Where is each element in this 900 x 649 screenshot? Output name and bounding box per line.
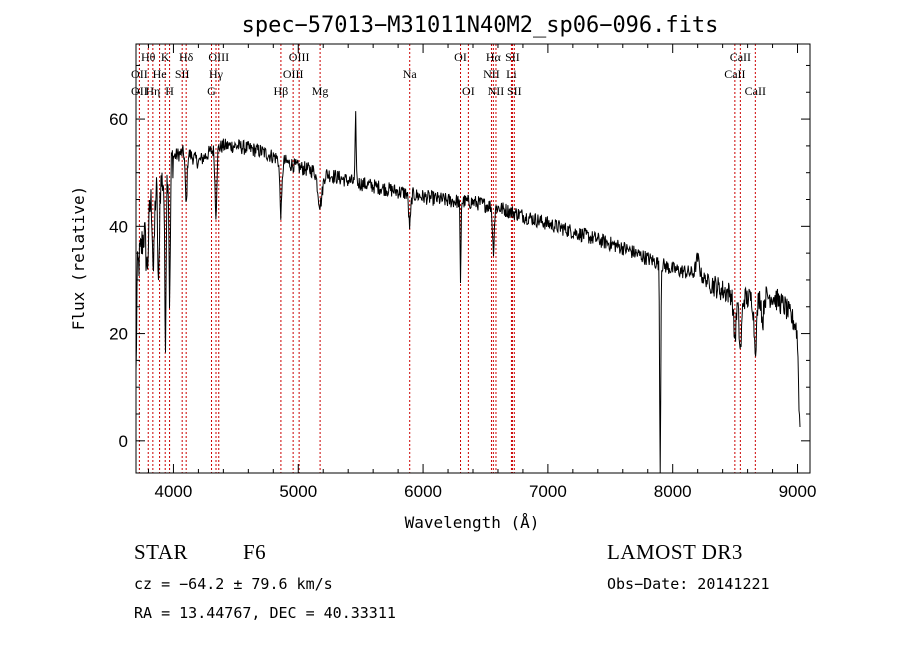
line-label: CaII: [724, 67, 745, 81]
observation-date: Obs−Date: 20141221: [607, 575, 770, 593]
y-tick-label: 20: [109, 325, 128, 344]
line-label: SII: [505, 50, 520, 64]
y-tick-label: 60: [109, 110, 128, 129]
emission-line-markers: [138, 44, 756, 473]
line-label: Li: [506, 67, 517, 81]
y-tick-label: 40: [109, 217, 128, 236]
x-tick-label: 9000: [779, 482, 817, 501]
line-label: OII: [131, 67, 148, 81]
line-label: OI: [462, 84, 475, 98]
x-tick-label: 7000: [529, 482, 567, 501]
y-tick-label: 0: [119, 432, 128, 451]
line-label: Hθ: [141, 50, 156, 64]
x-tick-label: 4000: [155, 482, 193, 501]
plot-frame: [135, 43, 811, 474]
x-axis-ticks: 4000 5000 6000 7000 8000 9000: [147, 44, 817, 501]
x-tick-label: 6000: [404, 482, 442, 501]
chart-title: spec−57013−M31011N40M2_sp06−096.fits: [242, 13, 719, 38]
object-class: STAR: [134, 540, 188, 564]
spectrum-series-line: [135, 111, 801, 474]
redshift-cz: cz = −64.2 ± 79.6 km/s: [134, 575, 333, 593]
line-label: He: [153, 67, 167, 81]
coordinates-radec: RA = 13.44767, DEC = 40.33311: [134, 604, 396, 622]
y-axis-label: Flux (relative): [69, 186, 88, 331]
line-label: OIII: [208, 50, 229, 64]
line-label: Hη: [145, 84, 160, 98]
line-label: H: [165, 84, 174, 98]
line-label: Na: [403, 67, 418, 81]
line-label: Mg: [312, 84, 329, 98]
line-label: K: [161, 50, 170, 64]
line-label: CaII: [745, 84, 766, 98]
line-label: Hγ: [209, 67, 224, 81]
line-label: OIII: [289, 50, 310, 64]
line-label: Hδ: [179, 50, 194, 64]
line-label: Hβ: [274, 84, 289, 98]
x-axis-label: Wavelength (Å): [405, 513, 540, 532]
line-label: OI: [454, 50, 467, 64]
y-axis-ticks: 0 20 40 60: [109, 64, 810, 451]
line-label: Hα: [486, 50, 502, 64]
line-label: SII: [507, 84, 522, 98]
x-tick-label: 8000: [654, 482, 692, 501]
line-label: G: [207, 84, 216, 98]
object-subclass: F6: [243, 540, 267, 564]
x-tick-label: 5000: [279, 482, 317, 501]
line-label: NII: [483, 67, 500, 81]
line-label: NII: [488, 84, 505, 98]
line-label: SII: [175, 67, 190, 81]
survey-name: LAMOST DR3: [607, 540, 743, 564]
line-label: OII: [131, 84, 148, 98]
line-label: OIII: [283, 67, 304, 81]
line-label: CaII: [730, 50, 751, 64]
